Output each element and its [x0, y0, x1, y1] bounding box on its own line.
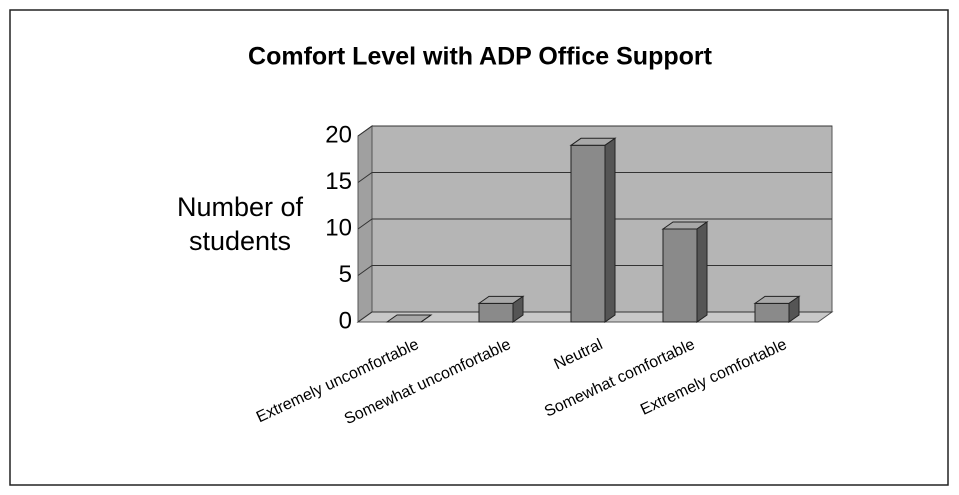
bar-front [662, 228, 698, 323]
bar-front [754, 302, 790, 323]
bar [385, 314, 433, 323]
bar [477, 295, 525, 323]
chart-title: Comfort Level with ADP Office Support [248, 43, 713, 71]
y-tick-label: 15 [325, 168, 352, 195]
grid-line [357, 218, 832, 230]
bar-side [604, 137, 616, 323]
bar-side [512, 295, 524, 323]
bar-side [788, 295, 800, 323]
y-tick-label: 5 [339, 261, 352, 288]
y-axis-label: Number of students [176, 192, 304, 256]
bar-side [696, 221, 708, 323]
y-tick-label: 20 [325, 121, 352, 148]
bar-side [420, 314, 432, 323]
bar [569, 137, 617, 323]
bar [661, 221, 709, 323]
bar-front [570, 144, 606, 323]
bar-front [478, 302, 514, 323]
grid-line [357, 125, 832, 137]
y-tick-label: 0 [339, 307, 352, 334]
y-tick-label: 10 [325, 214, 352, 241]
grid-line [357, 172, 832, 183]
bar [753, 295, 801, 323]
